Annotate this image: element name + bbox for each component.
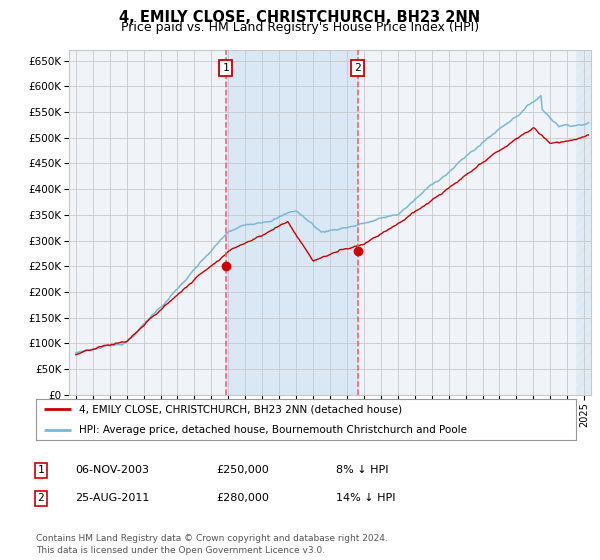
Text: 1: 1 xyxy=(37,465,44,475)
Bar xyxy=(576,50,591,395)
Text: 2: 2 xyxy=(355,63,361,73)
Text: £280,000: £280,000 xyxy=(216,493,269,503)
Text: 1: 1 xyxy=(223,63,229,73)
Text: 25-AUG-2011: 25-AUG-2011 xyxy=(75,493,149,503)
Text: Price paid vs. HM Land Registry's House Price Index (HPI): Price paid vs. HM Land Registry's House … xyxy=(121,21,479,35)
Bar xyxy=(226,50,358,395)
Text: £250,000: £250,000 xyxy=(216,465,269,475)
Text: 06-NOV-2003: 06-NOV-2003 xyxy=(75,465,149,475)
Text: 2: 2 xyxy=(37,493,44,503)
Text: HPI: Average price, detached house, Bournemouth Christchurch and Poole: HPI: Average price, detached house, Bour… xyxy=(79,424,467,435)
Text: 14% ↓ HPI: 14% ↓ HPI xyxy=(336,493,395,503)
Text: 8% ↓ HPI: 8% ↓ HPI xyxy=(336,465,389,475)
Text: 4, EMILY CLOSE, CHRISTCHURCH, BH23 2NN (detached house): 4, EMILY CLOSE, CHRISTCHURCH, BH23 2NN (… xyxy=(79,404,403,414)
Text: Contains HM Land Registry data © Crown copyright and database right 2024.
This d: Contains HM Land Registry data © Crown c… xyxy=(36,534,388,555)
Text: 4, EMILY CLOSE, CHRISTCHURCH, BH23 2NN: 4, EMILY CLOSE, CHRISTCHURCH, BH23 2NN xyxy=(119,11,481,25)
